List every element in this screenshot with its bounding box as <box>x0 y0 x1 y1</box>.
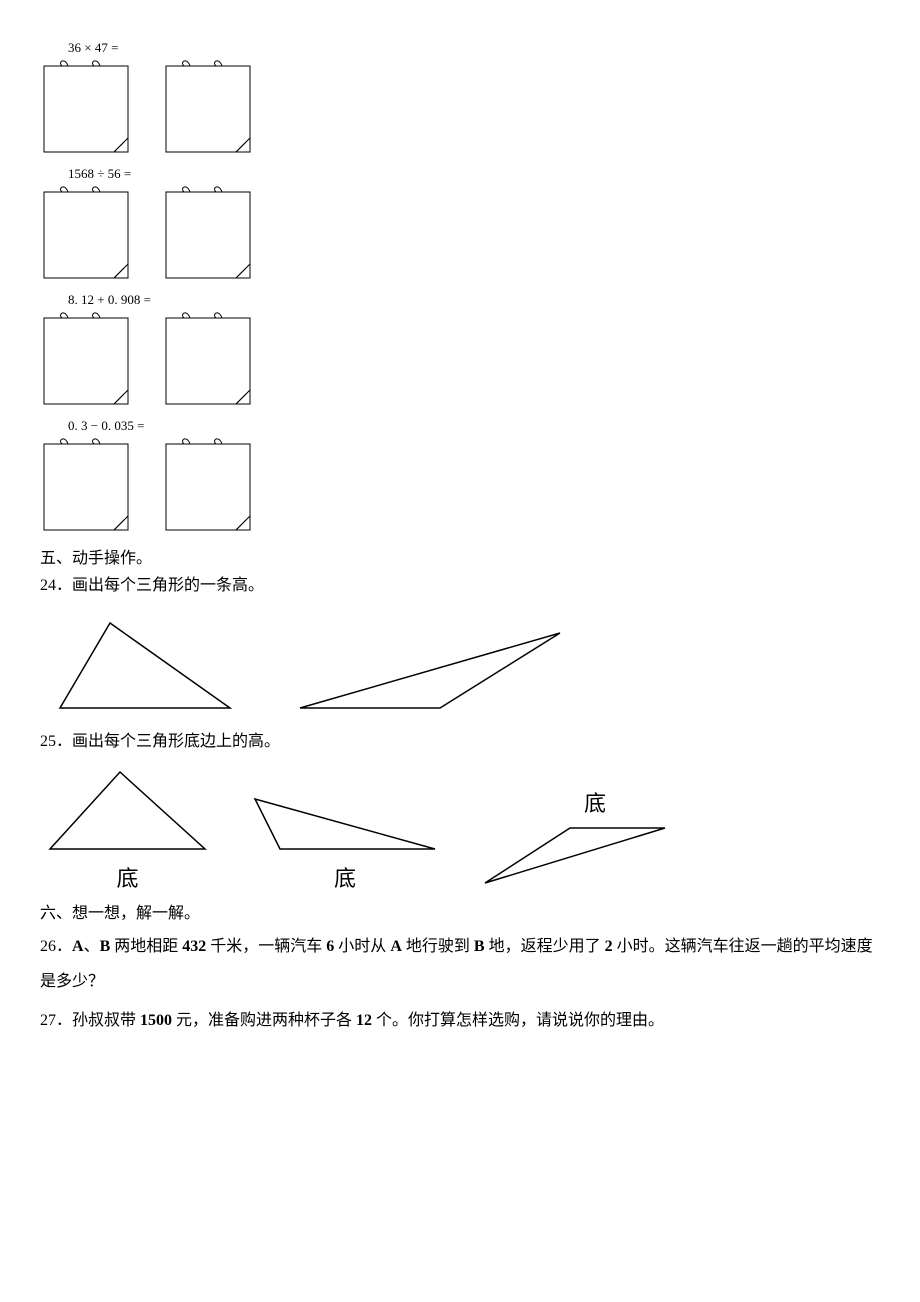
q26-p6: 千米，一辆汽车 <box>206 938 326 955</box>
expr-2: 1568 ÷ 56 = <box>68 166 880 182</box>
notepad-row <box>40 58 880 156</box>
q26-p0: 26． <box>40 938 72 955</box>
triangle-q25-1 <box>40 764 215 859</box>
q27-p4: 个。你打算怎样选购，请说说你的理由。 <box>372 1012 664 1029</box>
section-6-title: 六、想一想，解一解。 <box>40 899 880 923</box>
expr-3: 8. 12 + 0. 908 = <box>68 292 880 308</box>
q24-text: 24．画出每个三角形的一条高。 <box>40 574 880 598</box>
triangle-q24-1 <box>40 608 240 718</box>
q27-p3: 12 <box>356 1012 372 1029</box>
q27-p2: 元，准备购进两种杯子各 <box>172 1012 356 1029</box>
q27-p1: 1500 <box>140 1012 172 1029</box>
notepad-box <box>40 58 132 156</box>
base-label-1: 底 <box>116 861 138 893</box>
notepad-box <box>40 184 132 282</box>
q27-p0: 27．孙叔叔带 <box>40 1012 140 1029</box>
q26-text: 26．A、B 两地相距 432 千米，一辆汽车 6 小时从 A 地行驶到 B 地… <box>40 929 880 999</box>
notepad-box <box>162 58 254 156</box>
q25-text: 25．画出每个三角形底边上的高。 <box>40 730 880 754</box>
q26-p9: A <box>390 938 402 955</box>
notepad-row <box>40 184 880 282</box>
q26-p12: 地，返程少用了 <box>485 938 605 955</box>
base-label-2: 底 <box>334 861 356 893</box>
q24-triangles <box>40 608 880 718</box>
q26-p8: 小时从 <box>334 938 390 955</box>
notepad-box <box>40 310 132 408</box>
section-5-title: 五、动手操作。 <box>40 544 880 568</box>
q27-text: 27．孙叔叔带 1500 元，准备购进两种杯子各 12 个。你打算怎样选购，请说… <box>40 1009 880 1033</box>
q26-p13: 2 <box>605 938 613 955</box>
triangle-q25-1-wrap: 底 <box>40 764 215 893</box>
triangle-q25-3-wrap: 底 <box>475 786 675 893</box>
q26-p10: 地行驶到 <box>402 938 474 955</box>
q26-p11: B <box>474 938 485 955</box>
notepad-row <box>40 436 880 534</box>
triangle-q25-2 <box>245 779 445 859</box>
notepad-row <box>40 310 880 408</box>
notepad-box <box>40 436 132 534</box>
notepad-group-2: 1568 ÷ 56 = <box>40 166 880 282</box>
triangle-q24-2 <box>290 628 570 718</box>
q25-triangles: 底 底 底 <box>40 764 880 893</box>
notepad-group-3: 8. 12 + 0. 908 = <box>40 292 880 408</box>
notepad-group-4: 0. 3 − 0. 035 = <box>40 418 880 534</box>
q26-p4: 两地相距 <box>110 938 182 955</box>
triangle-q25-3 <box>475 818 675 893</box>
base-label-3: 底 <box>584 786 606 818</box>
notepad-section: 36 × 47 = <box>40 40 880 534</box>
q26-p1: A <box>72 938 84 955</box>
notepad-box <box>162 436 254 534</box>
q26-p2: 、 <box>84 938 100 955</box>
q26-p3: B <box>100 938 111 955</box>
expr-1: 36 × 47 = <box>68 40 880 56</box>
q26-p5: 432 <box>182 938 206 955</box>
expr-4: 0. 3 − 0. 035 = <box>68 418 880 434</box>
notepad-group-1: 36 × 47 = <box>40 40 880 156</box>
triangle-q25-2-wrap: 底 <box>245 779 445 893</box>
notepad-box <box>162 310 254 408</box>
notepad-box <box>162 184 254 282</box>
